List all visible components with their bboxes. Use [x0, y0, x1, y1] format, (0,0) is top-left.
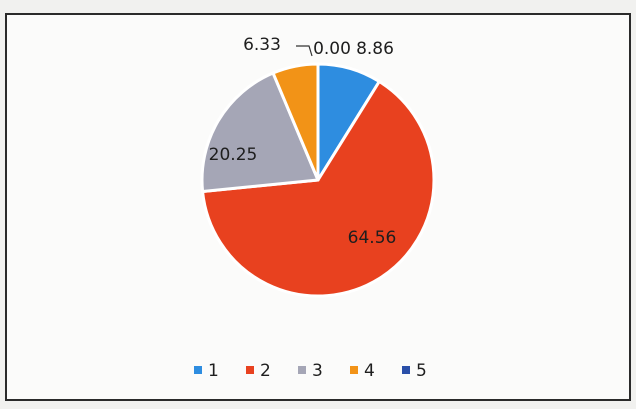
legend-label: 4	[364, 361, 375, 381]
legend-swatch	[402, 366, 410, 374]
data-label: 20.25	[209, 145, 258, 165]
legend-swatch	[246, 366, 254, 374]
pie-slice	[200, 71, 320, 193]
legend-label: 3	[312, 361, 323, 381]
legend-swatch	[194, 366, 202, 374]
pie-slice	[201, 80, 436, 298]
data-label: 64.56	[348, 228, 397, 248]
legend-swatch	[350, 366, 358, 374]
legend-swatch	[298, 366, 306, 374]
leader-line	[296, 45, 313, 57]
legend-label: 5	[416, 361, 427, 381]
data-label: 0.00	[313, 39, 351, 59]
data-label: 8.86	[356, 39, 394, 59]
legend-label: 2	[260, 361, 271, 381]
data-label: 6.33	[243, 35, 281, 55]
legend-label: 1	[208, 361, 219, 381]
